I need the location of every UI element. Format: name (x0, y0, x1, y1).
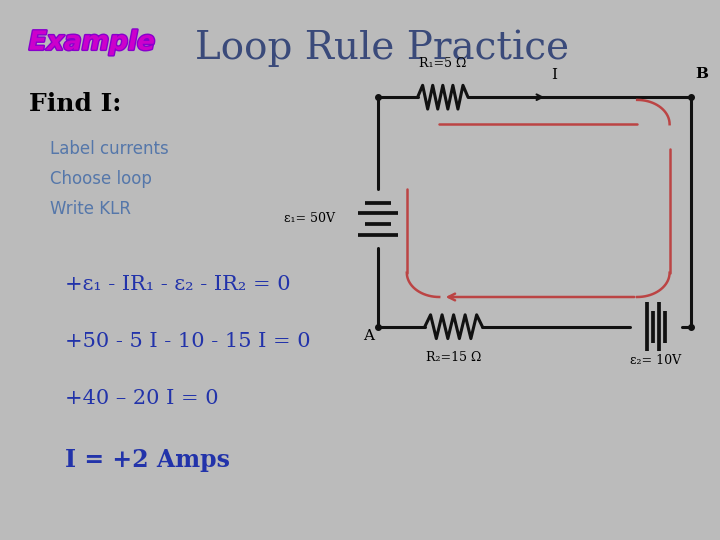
Text: R₂=15 Ω: R₂=15 Ω (426, 351, 481, 364)
Text: +ε₁ - IR₁ - ε₂ - IR₂ = 0: +ε₁ - IR₁ - ε₂ - IR₂ = 0 (65, 275, 290, 294)
Text: +50 - 5 I - 10 - 15 I = 0: +50 - 5 I - 10 - 15 I = 0 (65, 332, 310, 351)
Text: Example: Example (29, 30, 155, 56)
Text: B: B (695, 67, 708, 81)
Text: +40 – 20 I = 0: +40 – 20 I = 0 (65, 389, 218, 408)
Text: I = +2 Amps: I = +2 Amps (65, 448, 230, 472)
Text: Write KLR: Write KLR (50, 200, 132, 218)
Text: Find I:: Find I: (29, 92, 121, 116)
Text: A: A (364, 329, 374, 343)
Text: ε₁= 50V: ε₁= 50V (284, 212, 335, 225)
Text: R₁=5 Ω: R₁=5 Ω (419, 57, 467, 70)
Text: Label currents: Label currents (50, 140, 169, 158)
Text: ε₂= 10V: ε₂= 10V (630, 354, 682, 367)
Text: Loop Rule Practice: Loop Rule Practice (194, 30, 569, 67)
Text: Choose loop: Choose loop (50, 170, 152, 188)
Text: I: I (552, 68, 557, 82)
